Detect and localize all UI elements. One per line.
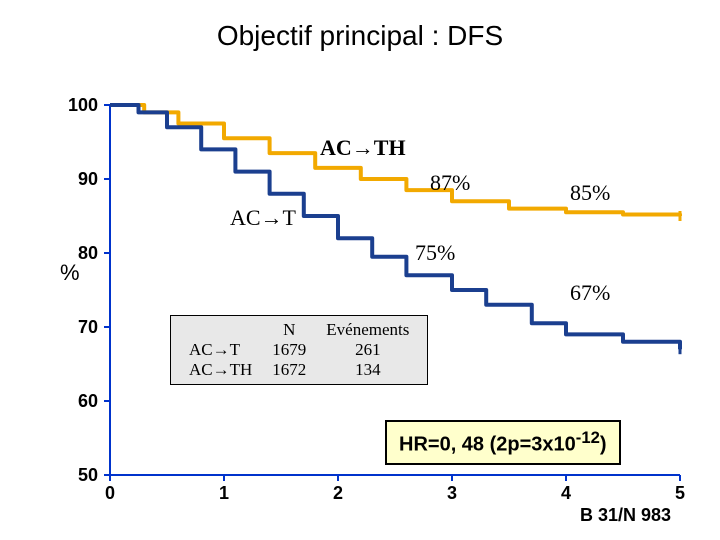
table-cell: 261 bbox=[316, 340, 419, 360]
label-acth: AC→TH bbox=[320, 135, 406, 161]
svg-text:50: 50 bbox=[78, 465, 98, 485]
table-cell: AC→TH bbox=[179, 360, 262, 380]
table-cell: 1672 bbox=[262, 360, 316, 380]
pct-act-5yr: 67% bbox=[570, 280, 610, 306]
table-row: AC→TH 1672 134 bbox=[179, 360, 419, 380]
svg-text:90: 90 bbox=[78, 169, 98, 189]
table-header-events: Evénements bbox=[316, 320, 419, 340]
svg-text:100: 100 bbox=[68, 95, 98, 115]
table-header-row: N Evénements bbox=[179, 320, 419, 340]
table-row: AC→T 1679 261 bbox=[179, 340, 419, 360]
table-cell: 134 bbox=[316, 360, 419, 380]
svg-text:70: 70 bbox=[78, 317, 98, 337]
pct-act-3yr: 75% bbox=[415, 240, 455, 266]
svg-text:60: 60 bbox=[78, 391, 98, 411]
hr-text-suffix: ) bbox=[600, 434, 607, 456]
hr-exponent: -12 bbox=[576, 428, 600, 447]
svg-text:4: 4 bbox=[561, 483, 571, 503]
svg-text:1: 1 bbox=[219, 483, 229, 503]
svg-text:3: 3 bbox=[447, 483, 457, 503]
table-header-n: N bbox=[262, 320, 316, 340]
hr-text-prefix: HR=0, 48 (2p=3x10 bbox=[399, 434, 576, 456]
pct-acth-3yr: 87% bbox=[430, 170, 470, 196]
svg-text:5: 5 bbox=[675, 483, 685, 503]
table-cell: 1679 bbox=[262, 340, 316, 360]
svg-text:2: 2 bbox=[333, 483, 343, 503]
svg-text:0: 0 bbox=[105, 483, 115, 503]
table-cell: AC→T bbox=[179, 340, 262, 360]
label-act: AC→T bbox=[230, 205, 296, 231]
trial-id-footer: B 31/N 983 bbox=[580, 505, 671, 526]
table-header-blank bbox=[179, 320, 262, 340]
hazard-ratio-box: HR=0, 48 (2p=3x10-12) bbox=[385, 420, 621, 465]
svg-text:80: 80 bbox=[78, 243, 98, 263]
pct-acth-5yr: 85% bbox=[570, 180, 610, 206]
events-table: N Evénements AC→T 1679 261 AC→TH 1672 13… bbox=[170, 315, 428, 385]
